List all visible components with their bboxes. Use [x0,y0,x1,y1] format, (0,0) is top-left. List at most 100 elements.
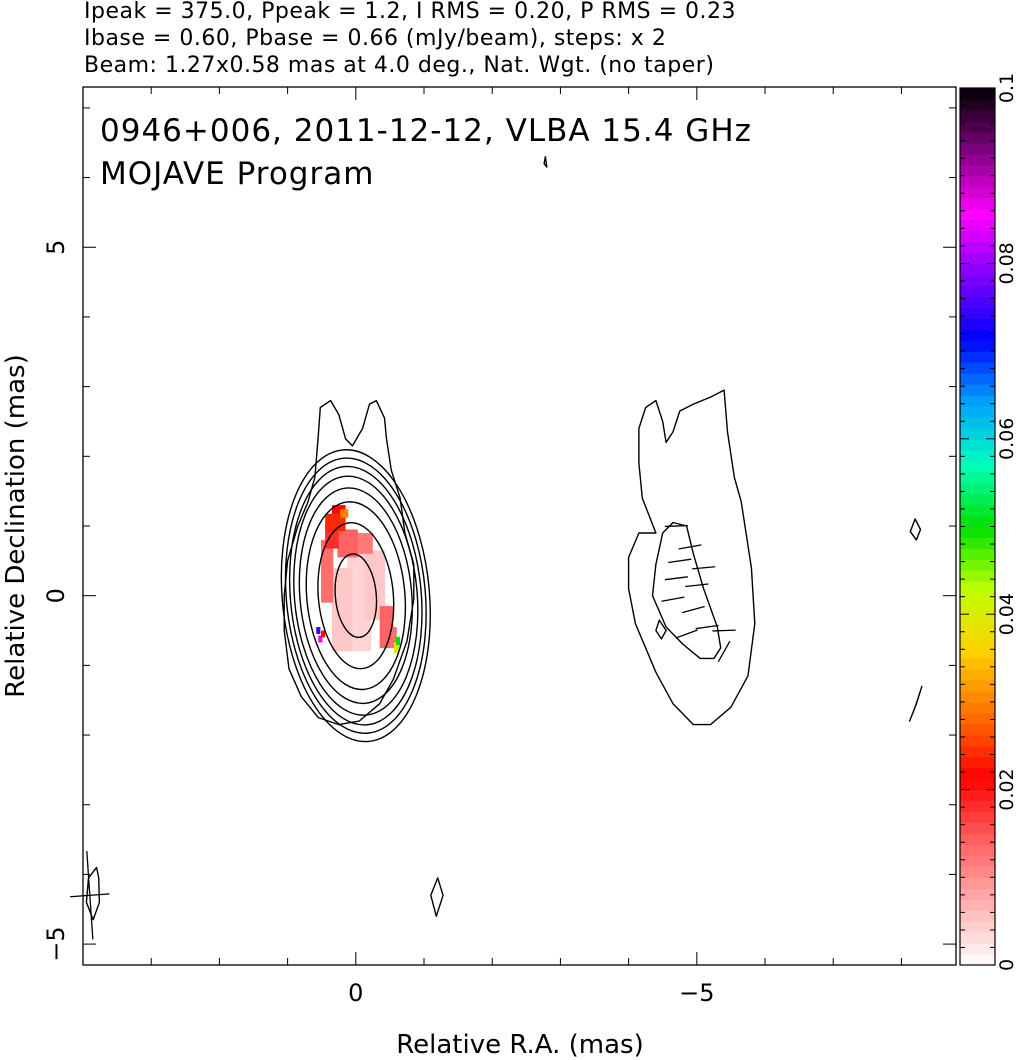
colorbar [959,87,996,966]
colorbar-swatch [960,548,995,560]
polarization-pixel [394,642,400,654]
contour-blob-bottom-mid [430,877,444,917]
colorbar-swatch [960,142,995,155]
colorbar-swatch [960,603,995,615]
colorbar-swatch [960,351,995,363]
colorbar-swatch [960,822,995,835]
evpa-vector [664,524,688,528]
evpa-vector [717,640,731,663]
colorbar-swatch [960,362,995,374]
y-tick-label: 0 [42,588,70,603]
colorbar-swatch [960,208,995,221]
colorbar-swatch [960,767,995,780]
colorbar-swatch [960,537,995,550]
polarization-pixel [325,513,346,532]
colorbar-swatch [960,570,995,582]
x-axis-label: Relative R.A. (mas) [396,1030,643,1060]
colorbar-swatch [960,800,995,813]
beam-shape [70,851,110,940]
colorbar-swatch [960,636,995,648]
evpa-vector [675,629,698,639]
polarization-pixel [321,539,334,603]
evpa-vector [682,605,705,614]
contour-jet-outer [627,389,756,726]
colorbar-swatch [960,340,995,352]
evpa-vector [692,566,716,570]
colorbar-swatch [960,405,995,418]
colorbar-swatch [960,723,995,736]
colorbar-tick-labels: 0 0.02 0.04 0.06 0.08 0.1 [996,73,1018,971]
colorbar-swatch [960,811,995,824]
colorbar-swatch [960,921,995,933]
colorbar-swatch [960,427,995,440]
colorbar-swatch [960,943,995,955]
colorbar-swatch [960,844,995,856]
colorbar-swatch [960,679,995,692]
polarization-pixel [340,509,349,518]
chart-subtitle: MOJAVE Program [100,156,374,192]
beam-minor-axis [70,893,110,898]
colorbar-swatch [960,592,995,604]
colorbar-swatch [960,219,995,232]
intensity-contour [288,465,423,726]
colorbar-swatch [960,647,995,659]
colorbar-swatch [960,877,995,889]
colorbar-swatch [960,296,995,308]
colorbar-swatch [960,88,995,100]
colorbar-swatch [960,658,995,670]
contour-core-outer [283,399,415,726]
colorbar-swatch [960,910,995,922]
colorbar-swatch [960,526,995,539]
colorbar-swatch [960,131,995,144]
chart-title: 0946+006, 2011-12-12, VLBA 15.4 GHz [100,113,752,149]
colorbar-tick-label: 0.04 [996,593,1018,635]
colorbar-swatch [960,164,995,177]
colorbar-swatch [960,493,995,506]
colorbar-swatch [960,778,995,791]
intensity-contour [280,449,431,743]
colorbar-swatch [960,373,995,385]
colorbar-swatch [960,460,995,473]
colorbar-swatch [960,515,995,528]
colorbar-swatch [960,153,995,166]
x-tick-label: −5 [679,979,714,1007]
colorbar-swatch [960,109,995,122]
colorbar-swatch [960,690,995,703]
evpa-vector [678,544,702,550]
evpa-vector [668,558,692,564]
colorbar-swatch [960,175,995,188]
y-axis-label: Relative Declination (mas) [1,354,31,697]
polarization-pixel [389,627,397,648]
contour-blob-right-2 [908,685,923,722]
x-tick-labels: 0 −5 [348,979,714,1007]
intensity-contours [85,155,923,921]
evpa-vectors [661,524,736,663]
colorbar-swatch [960,394,995,407]
evpa-vector [695,624,719,630]
x-tick-label: 0 [348,979,363,1007]
colorbar-swatch [960,899,995,911]
polarization-pixel [318,635,323,643]
colorbar-swatch [960,263,995,275]
y-tick-label: 5 [42,240,70,255]
evpa-vector [664,576,688,581]
contour-jet-inner [651,521,722,660]
colorbar-swatch [960,186,995,199]
colorbar-swatch [960,416,995,429]
colorbar-swatch [960,625,995,637]
colorbar-swatch [960,789,995,802]
colorbar-swatch [960,482,995,495]
colorbar-swatch [960,504,995,517]
colorbar-swatch [960,745,995,758]
colorbar-swatch [960,329,995,341]
colorbar-tick-label: 0.06 [996,418,1018,460]
colorbar-swatch [960,734,995,747]
contour-blob-right-1 [909,518,922,541]
axis-ticks [82,87,956,965]
intensity-contour [305,501,407,691]
colorbar-swatch [960,285,995,297]
header-line-3: Beam: 1.27x0.58 mas at 4.0 deg., Nat. Wg… [84,53,715,78]
evpa-vector [661,596,685,602]
polarization-pixel [321,630,326,638]
colorbar-swatch [960,888,995,900]
